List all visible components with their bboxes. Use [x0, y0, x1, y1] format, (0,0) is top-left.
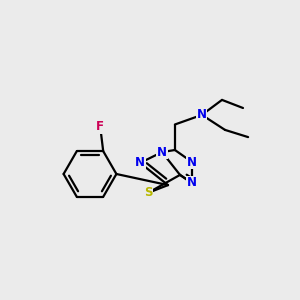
Text: S: S: [144, 186, 152, 200]
Text: N: N: [157, 146, 167, 159]
Text: N: N: [187, 155, 197, 169]
Text: N: N: [187, 176, 197, 190]
Text: N: N: [135, 156, 145, 170]
Text: N: N: [197, 108, 207, 122]
Text: F: F: [96, 120, 104, 133]
